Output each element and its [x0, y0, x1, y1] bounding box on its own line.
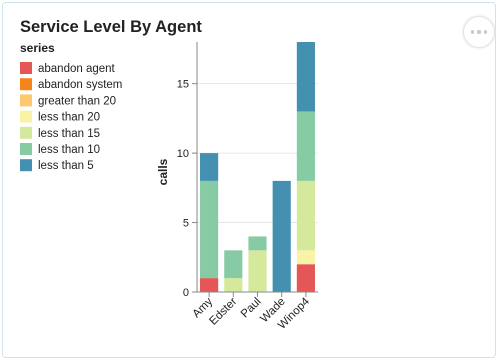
y-tick-label: 15 — [177, 79, 189, 91]
legend-swatch[interactable] — [20, 94, 32, 107]
bar-segment[interactable] — [224, 250, 243, 279]
legend-swatch[interactable] — [20, 159, 32, 172]
y-tick-label: 10 — [177, 148, 189, 160]
bar-segment[interactable] — [200, 153, 219, 181]
legend-swatch[interactable] — [20, 143, 32, 155]
legend-item-label[interactable]: less than 20 — [38, 112, 100, 124]
more-horizontal-icon-dot-3 — [483, 30, 488, 34]
chart-card: Service Level By Agent — [2, 2, 496, 358]
bar-segment[interactable] — [248, 250, 267, 292]
legend-item-label[interactable]: less than 10 — [38, 144, 100, 156]
legend-swatch[interactable] — [20, 126, 32, 139]
bar-segment[interactable] — [296, 111, 315, 181]
more-options-button[interactable] — [463, 16, 495, 48]
legend-swatch[interactable] — [20, 78, 32, 91]
legend-item-label[interactable]: less than 15 — [38, 128, 100, 140]
legend-item-label[interactable]: abandon agent — [38, 63, 116, 75]
x-tick-label: Edster — [207, 296, 239, 328]
y-tick-label: 5 — [183, 218, 189, 230]
bar-segment[interactable] — [224, 278, 243, 292]
y-axis-title: calls — [156, 158, 170, 185]
bar-segment[interactable] — [296, 250, 315, 265]
legend-item-label[interactable]: greater than 20 — [38, 95, 116, 107]
legend-item-label[interactable]: abandon system — [38, 79, 122, 91]
bar-segment[interactable] — [296, 42, 315, 112]
legend-swatch[interactable] — [20, 62, 32, 74]
legend-swatch[interactable] — [20, 110, 32, 123]
more-horizontal-icon — [470, 30, 475, 34]
y-tick-label: 0 — [183, 287, 189, 299]
bar-segment[interactable] — [248, 236, 267, 251]
bar-segment[interactable] — [272, 180, 291, 292]
bar-segment[interactable] — [296, 264, 315, 292]
legend-title: series — [20, 41, 55, 55]
more-horizontal-icon-dot-2 — [477, 30, 481, 34]
bar-segment[interactable] — [200, 180, 219, 279]
card-title: Service Level By Agent — [20, 18, 202, 36]
bar-segment[interactable] — [200, 278, 219, 292]
legend-item-label[interactable]: less than 5 — [38, 160, 94, 172]
bar-segment[interactable] — [296, 180, 315, 251]
